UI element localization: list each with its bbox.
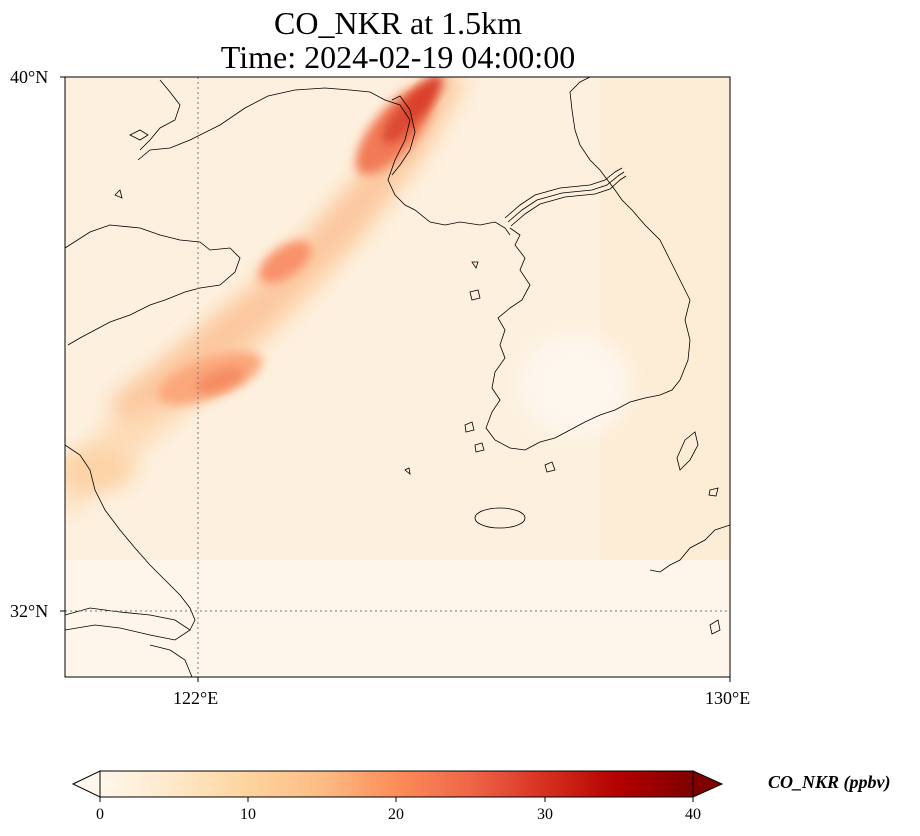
coast-korea-east	[569, 77, 691, 381]
colorbar-gradient	[100, 771, 693, 797]
colorbar-tick-30: 30	[537, 806, 553, 823]
border-korea-china-3	[510, 175, 627, 227]
lat-tick-40N: 40°N	[10, 67, 49, 87]
colorbar-extend-min	[71, 770, 101, 798]
colorbar-tick-0: 0	[96, 806, 104, 823]
japan-islet-1	[708, 487, 719, 497]
jeju-island	[474, 507, 526, 529]
gridlines	[65, 77, 730, 677]
coast-north-china	[137, 87, 511, 236]
colorbar-tick-10: 10	[240, 806, 256, 823]
lon-tick-130E: 130°E	[705, 688, 751, 708]
coast-korea-south	[524, 379, 681, 451]
coast-south	[149, 644, 193, 677]
border-korea-china	[504, 167, 623, 219]
colorbar-tick-40: 40	[685, 806, 701, 823]
lat-tick-32N: 32°N	[10, 601, 49, 621]
coast-korea-west	[485, 227, 531, 451]
colorbar	[71, 770, 724, 802]
tsushima	[676, 431, 699, 471]
coastlines	[65, 77, 730, 677]
colorbar-tick-20: 20	[388, 806, 404, 823]
coast-japan	[649, 524, 730, 573]
map-title-line2: Time: 2024-02-19 04:00:00	[220, 39, 576, 75]
map-frame	[64, 76, 731, 678]
lon-tick-122E: 122°E	[173, 688, 219, 708]
concentration-field	[65, 77, 730, 677]
colorbar-title: CO_NKR (ppbv)	[768, 772, 891, 792]
japan-islet-2	[709, 619, 721, 635]
coast-china-east	[65, 444, 196, 631]
coast-bohai-west	[139, 79, 181, 151]
colorbar-extend-max	[692, 770, 724, 798]
map-title-line1: CO_NKR at 1.5km	[274, 5, 522, 41]
border-korea-china-2	[507, 171, 625, 223]
coast-liaodong-east	[391, 95, 416, 176]
coast-shandong	[65, 224, 241, 346]
